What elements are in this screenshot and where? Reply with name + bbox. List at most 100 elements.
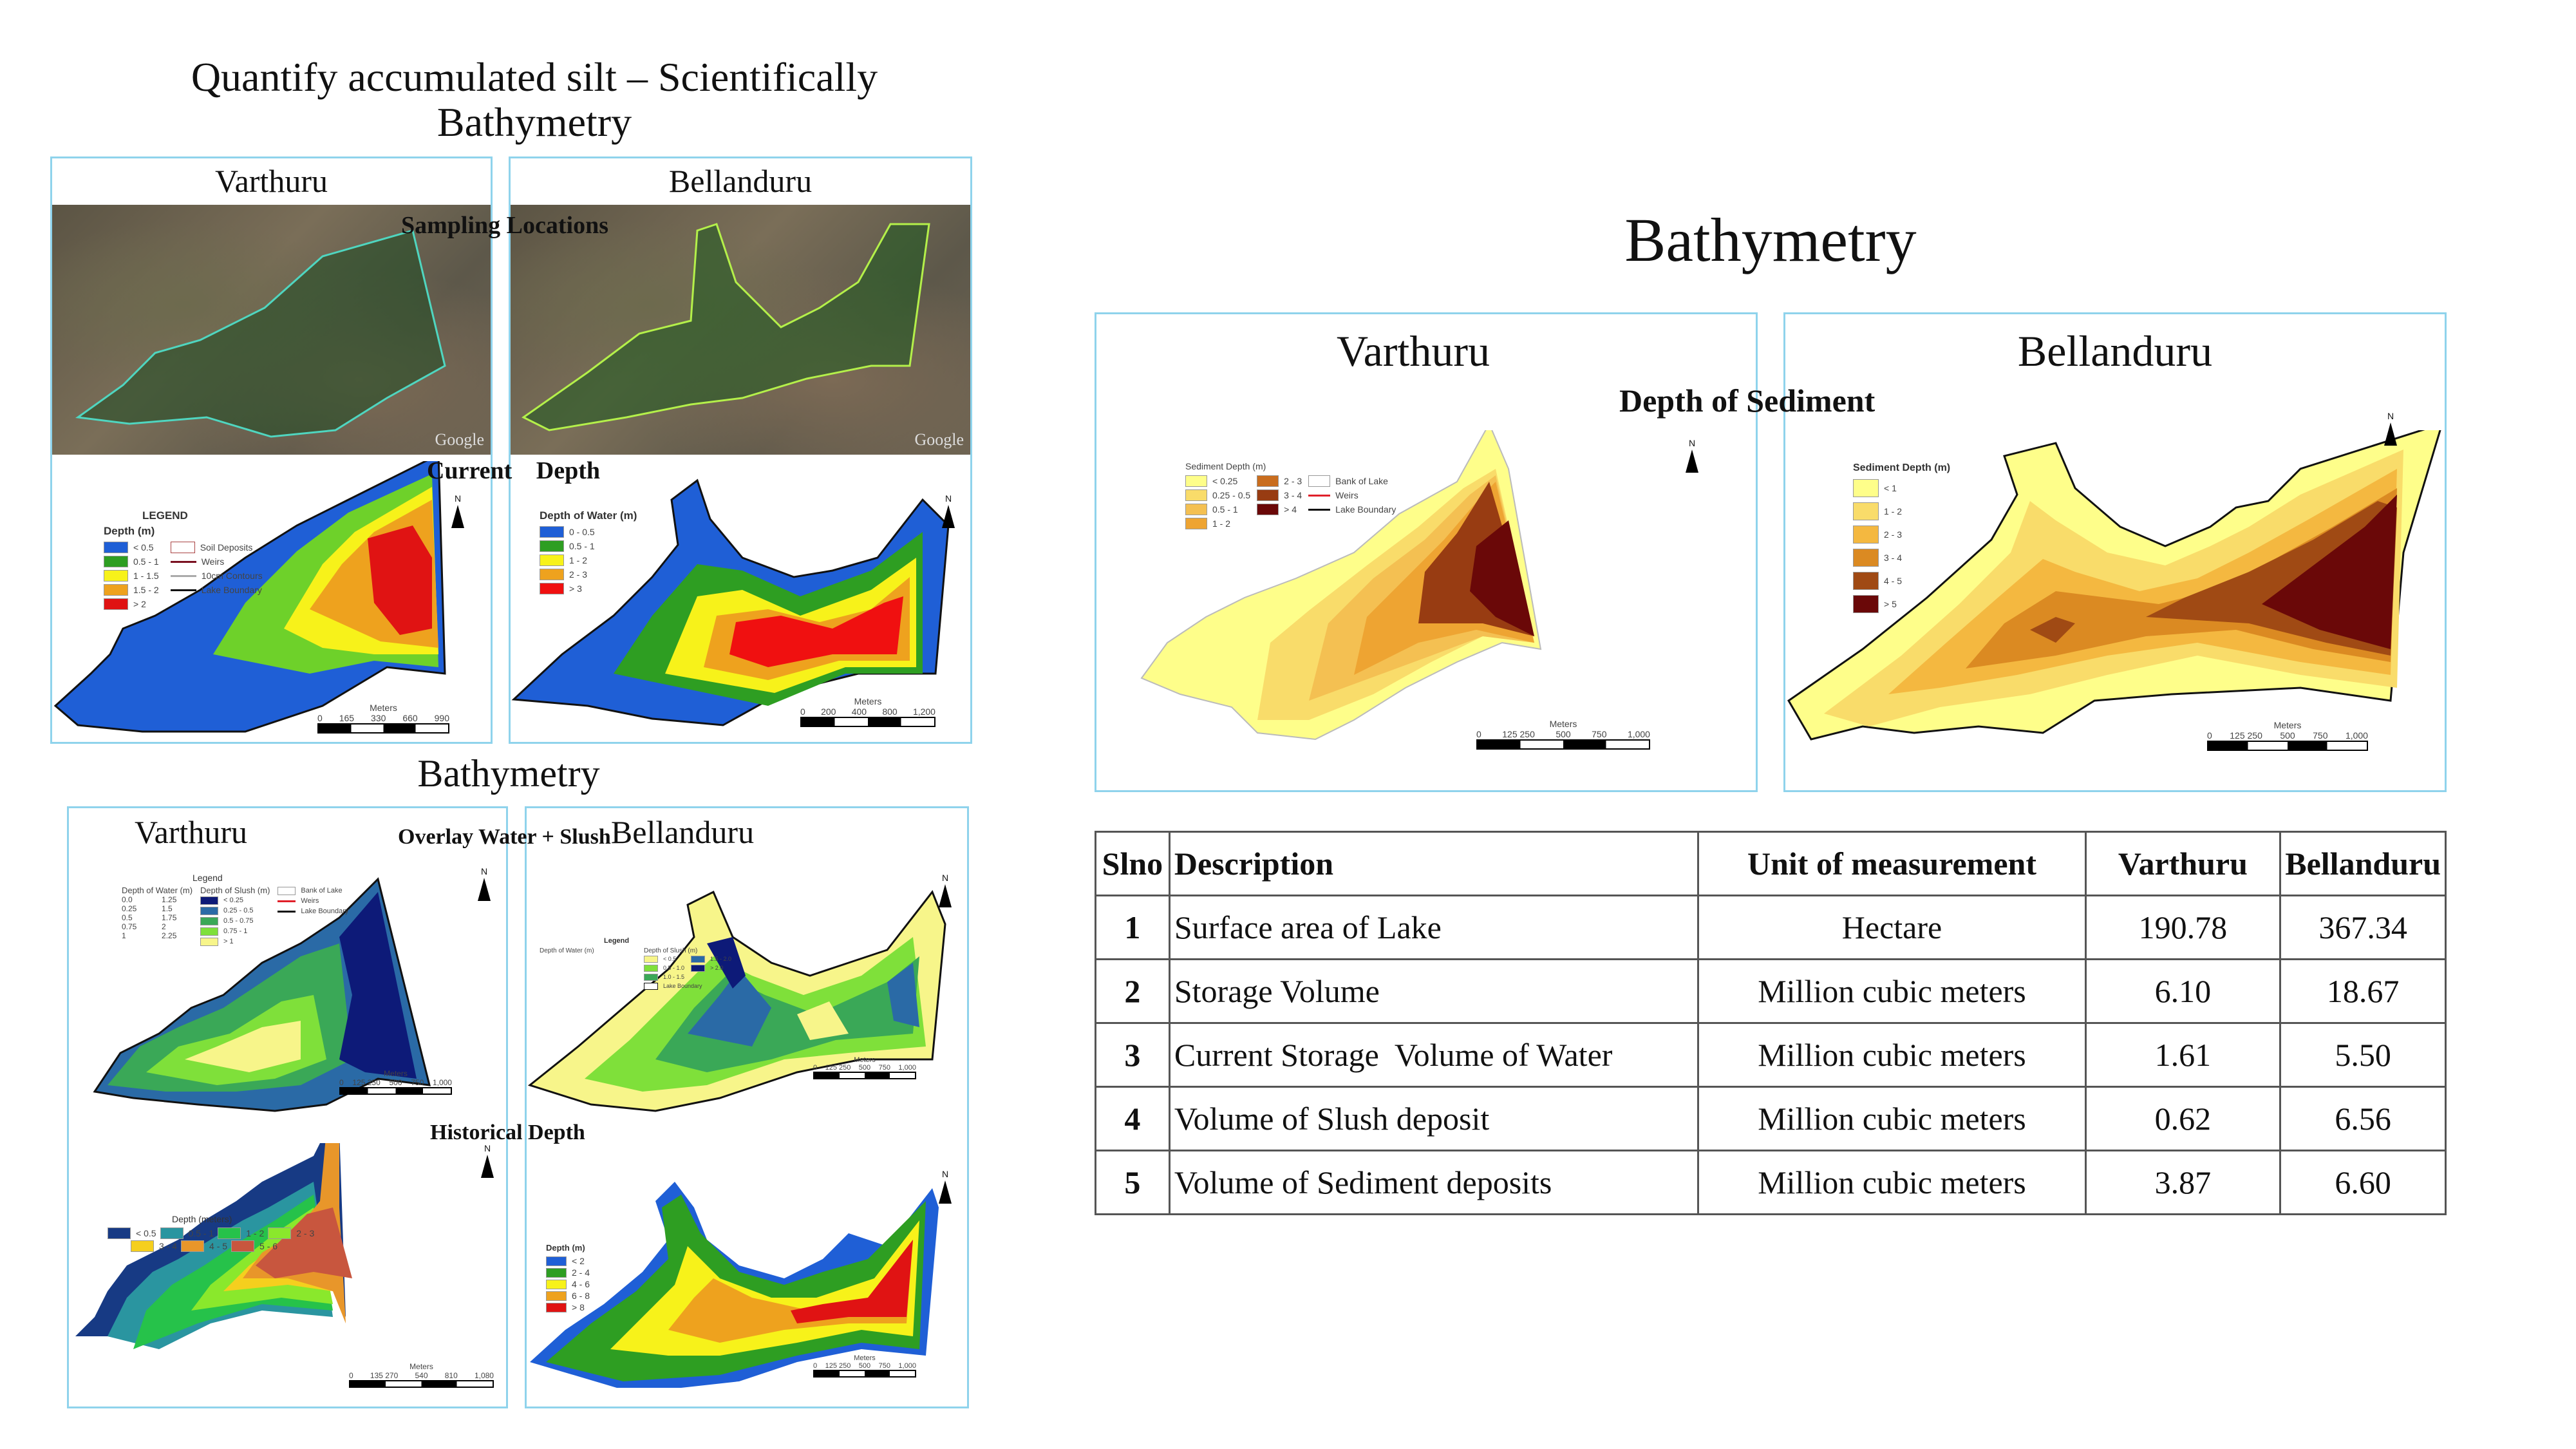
table-header-row: Slno Description Unit of measurement Var… — [1095, 831, 2447, 896]
left-title-line2: Bathymetry — [437, 99, 632, 146]
legend-item: > 1 — [200, 936, 270, 947]
lake-name-bellanduru: Bellanduru — [610, 814, 755, 850]
legend-symbol: Lake Boundary — [644, 981, 731, 990]
legend-item: 0.5 - 1 — [160, 1227, 214, 1240]
legend-title: Depth of Water (m) — [540, 509, 637, 522]
cell-unit: Million cubic meters — [1697, 1022, 2087, 1088]
legend-item: < 1 — [1853, 477, 1950, 500]
legend-item: 0.75 - 1 — [200, 926, 270, 936]
depth-of-sediment-label: Depth of Sediment — [1619, 383, 1876, 419]
legend-item: 0.5 - 1 — [104, 554, 159, 569]
right-title: Bathymetry — [1624, 205, 1917, 274]
contour-line: 1 — [122, 931, 126, 940]
cell-description: Storage Volume — [1168, 958, 1700, 1024]
legend-item: > 3 — [540, 582, 637, 596]
sediment-map-varthuru — [1140, 430, 1542, 741]
legend-title: Sediment Depth (m) — [1853, 462, 1951, 473]
cell-bellanduru: 5.50 — [2279, 1022, 2447, 1088]
legend-bellanduru-current: Depth of Water (m) 0 - 0.5 0.5 - 1 1 - 2… — [540, 509, 637, 596]
cell-unit: Million cubic meters — [1697, 1086, 2087, 1151]
cell-varthuru: 190.78 — [2084, 895, 2282, 960]
scale-bar-bellanduru-sediment: Meters 0 125 250 500 750 1,000 — [2207, 720, 2368, 751]
legend-item: < 0.25 — [1185, 474, 1250, 488]
cell-description: Current Storage Volume of Water — [1168, 1022, 1700, 1088]
contour-line: 0.0 — [122, 895, 133, 904]
legend-item: 0.5 - 1 — [540, 539, 637, 553]
legend-item: 1 - 2 — [1853, 500, 1950, 523]
header-unit: Unit of measurement — [1697, 831, 2087, 896]
legend-title: Depth of Slush (m) — [200, 886, 270, 895]
legend-title: Depth of Water (m) — [540, 947, 594, 954]
current-depth-map-varthuru — [53, 461, 446, 733]
north-arrow-icon: N — [935, 1169, 955, 1204]
legend-title: Depth of Slush (m) — [644, 947, 698, 954]
north-arrow-icon: N — [478, 1143, 497, 1178]
contour-line: 0.25 — [122, 904, 137, 913]
cell-bellanduru: 367.34 — [2279, 895, 2447, 960]
lake-name-varthuru: Varthuru — [135, 814, 247, 850]
scale-bar-varthuru-current: Meters 0 165 330 660 990 — [317, 703, 449, 734]
scale-bar-bellanduru-current: Meters 0 200 400 800 1,200 — [800, 696, 935, 727]
legend-item: 3 - 4 — [131, 1240, 177, 1253]
google-watermark: Google — [435, 430, 484, 449]
sampling-locations-label: Sampling Locations — [401, 212, 609, 239]
legend-item: 3 - 4 — [1853, 546, 1950, 569]
contour-line: 2 — [162, 922, 166, 931]
legend-symbol: Bank of Lake — [1308, 474, 1396, 488]
legend-item: 0.5 - 1 — [1185, 502, 1250, 516]
table-row: 5 Volume of Sediment deposits Million cu… — [1095, 1150, 2447, 1215]
legend-title: Depth (meters) — [172, 1214, 232, 1224]
panel-varthuru-current: Varthuru Google LEGEND Depth (m) < 0.5 0… — [50, 156, 493, 744]
current-depth-map-bellanduru — [511, 478, 950, 726]
legend-title: Sediment Depth (m) — [1185, 461, 1266, 471]
legend-title: Depth (m) — [546, 1243, 585, 1253]
left-title: Quantify accumulated silt – Scientifical… — [52, 54, 1017, 146]
legend-item: 0.5 - 1.0 — [644, 963, 684, 972]
legend-item: 1.0 - 1.5 — [644, 972, 684, 981]
legend-bellanduru-sediment: Sediment Depth (m) < 1 1 - 2 2 - 3 3 - 4… — [1853, 462, 1950, 616]
cell-bellanduru: 6.56 — [2279, 1086, 2447, 1151]
north-arrow-icon: N — [939, 493, 958, 528]
contour-line: 0.5 — [122, 913, 133, 922]
legend-title: Depth of Water (m) — [122, 886, 193, 895]
bathymetry-subtitle: Bathymetry — [417, 752, 600, 795]
cell-bellanduru: 6.60 — [2279, 1150, 2447, 1215]
cell-unit: Million cubic meters — [1697, 958, 2087, 1024]
legend-item: > 4 — [1257, 502, 1302, 516]
contour-line: 1.25 — [162, 895, 177, 904]
scale-bar-bellanduru-historical: Meters 0 125 250 500 750 1,000 — [813, 1354, 916, 1378]
legend-item: 3 - 4 — [1257, 488, 1302, 502]
legend-item: 4 - 5 — [181, 1240, 227, 1253]
cell-slno: 5 — [1095, 1150, 1170, 1215]
legend-symbol: Weirs — [277, 896, 348, 906]
legend-item: 0.25 - 0.5 — [1185, 488, 1250, 502]
panel-bellanduru-current: Bellanduru Google Sampling Locations Cur… — [401, 156, 972, 744]
scale-bar-varthuru-sediment: Meters 0 125 250 500 750 1,000 — [1476, 719, 1650, 750]
lake-statistics-table: Slno Description Unit of measurement Var… — [1095, 831, 2447, 1215]
legend-item: 2 - 3 — [1257, 474, 1302, 488]
legend-item: > 5 — [1853, 592, 1950, 616]
legend-item: < 0.25 — [200, 895, 270, 905]
lake-name-varthuru: Varthuru — [215, 163, 328, 199]
legend-title: Depth (m) — [104, 525, 155, 537]
cell-description: Surface area of Lake — [1168, 895, 1700, 960]
contour-line: 1.75 — [162, 913, 177, 922]
legend-varthuru-historical: Depth (meters) < 0.5 0.5 - 1 1 - 2 2 - 3… — [108, 1214, 326, 1253]
table-row: 1 Surface area of Lake Hectare 190.78 36… — [1095, 895, 2447, 960]
north-arrow-icon: N — [2381, 411, 2400, 446]
legend-heading: Legend — [193, 873, 223, 883]
overlay-map-bellanduru — [527, 890, 946, 1112]
legend-item: < 0.5 — [108, 1227, 156, 1240]
cell-description: Volume of Slush deposit — [1168, 1086, 1700, 1151]
legend-heading: LEGEND — [142, 509, 188, 522]
table-row: 2 Storage Volume Million cubic meters 6.… — [1095, 958, 2447, 1024]
lake-name-bellanduru: Bellanduru — [2017, 327, 2213, 375]
legend-item: 1 - 2 — [218, 1227, 264, 1240]
legend-item: 0 - 0.5 — [540, 525, 637, 539]
legend-heading: Legend — [604, 937, 630, 945]
cell-varthuru: 6.10 — [2084, 958, 2282, 1024]
cell-slno: 3 — [1095, 1022, 1170, 1088]
header-varthuru: Varthuru — [2084, 831, 2282, 896]
legend-item: 2 - 3 — [1853, 523, 1950, 546]
legend-item: 0.25 - 0.5 — [200, 905, 270, 916]
